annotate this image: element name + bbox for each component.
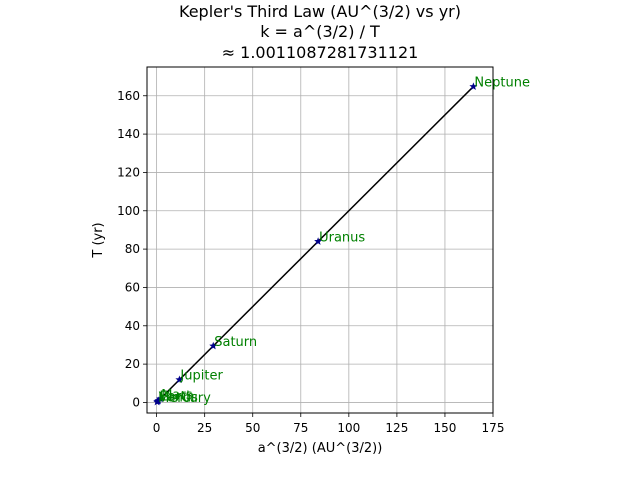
fit-line-layer <box>156 86 474 403</box>
y-tick-label: 60 <box>125 280 140 294</box>
y-tick-label: 120 <box>117 165 140 179</box>
x-tick-label: 75 <box>293 421 308 435</box>
y-tick-label: 20 <box>125 357 140 371</box>
point-label-saturn: Saturn <box>214 335 257 350</box>
point-uranus <box>314 237 323 245</box>
point-label-mars: Mars <box>161 388 193 403</box>
x-tick-label: 100 <box>337 421 360 435</box>
y-tick-label: 80 <box>125 242 140 256</box>
y-tick-label: 160 <box>117 89 140 103</box>
x-tick-label: 125 <box>385 421 408 435</box>
chart-title-line-1: Kepler's Third Law (AU^(3/2) vs yr) <box>179 2 461 21</box>
point-label-uranus: Uranus <box>319 230 365 245</box>
y-axis-label: T (yr) <box>91 222 106 258</box>
data-points <box>153 82 478 406</box>
x-tick-label: 150 <box>433 421 456 435</box>
point-label-earth: Earth <box>160 390 195 405</box>
x-tick-label: 0 <box>153 421 161 435</box>
x-tick-label: 50 <box>245 421 260 435</box>
axis-ticks: 0 25 50 75 100 125 150 175 0 20 40 60 80 100 120 140 160 <box>117 89 504 435</box>
point-label-jupiter: Jupiter <box>179 369 223 384</box>
point-saturn <box>209 341 218 350</box>
point-jupiter <box>175 375 184 384</box>
y-tick-label: 0 <box>132 395 140 409</box>
point-label-venus: Venus <box>159 390 198 405</box>
x-tick-label: 25 <box>197 421 212 435</box>
point-label-neptune: Neptune <box>474 76 530 91</box>
y-tick-label: 40 <box>125 319 140 333</box>
y-tick-label: 140 <box>117 127 140 141</box>
point-mars <box>156 394 165 403</box>
fit-line <box>156 86 474 403</box>
x-tick-label: 175 <box>482 421 505 435</box>
point-neptune <box>469 82 478 90</box>
x-axis-label: a^(3/2) (AU^(3/2)) <box>258 441 383 456</box>
y-tick-label: 100 <box>117 204 140 218</box>
axes-frame <box>146 66 494 414</box>
point-label-mercury: Mercury <box>158 391 211 406</box>
chart-title-line-3: ≈ 1.0011087281731121 <box>222 43 419 62</box>
chart-title-line-2: k = a^(3/2) / T <box>260 22 380 41</box>
